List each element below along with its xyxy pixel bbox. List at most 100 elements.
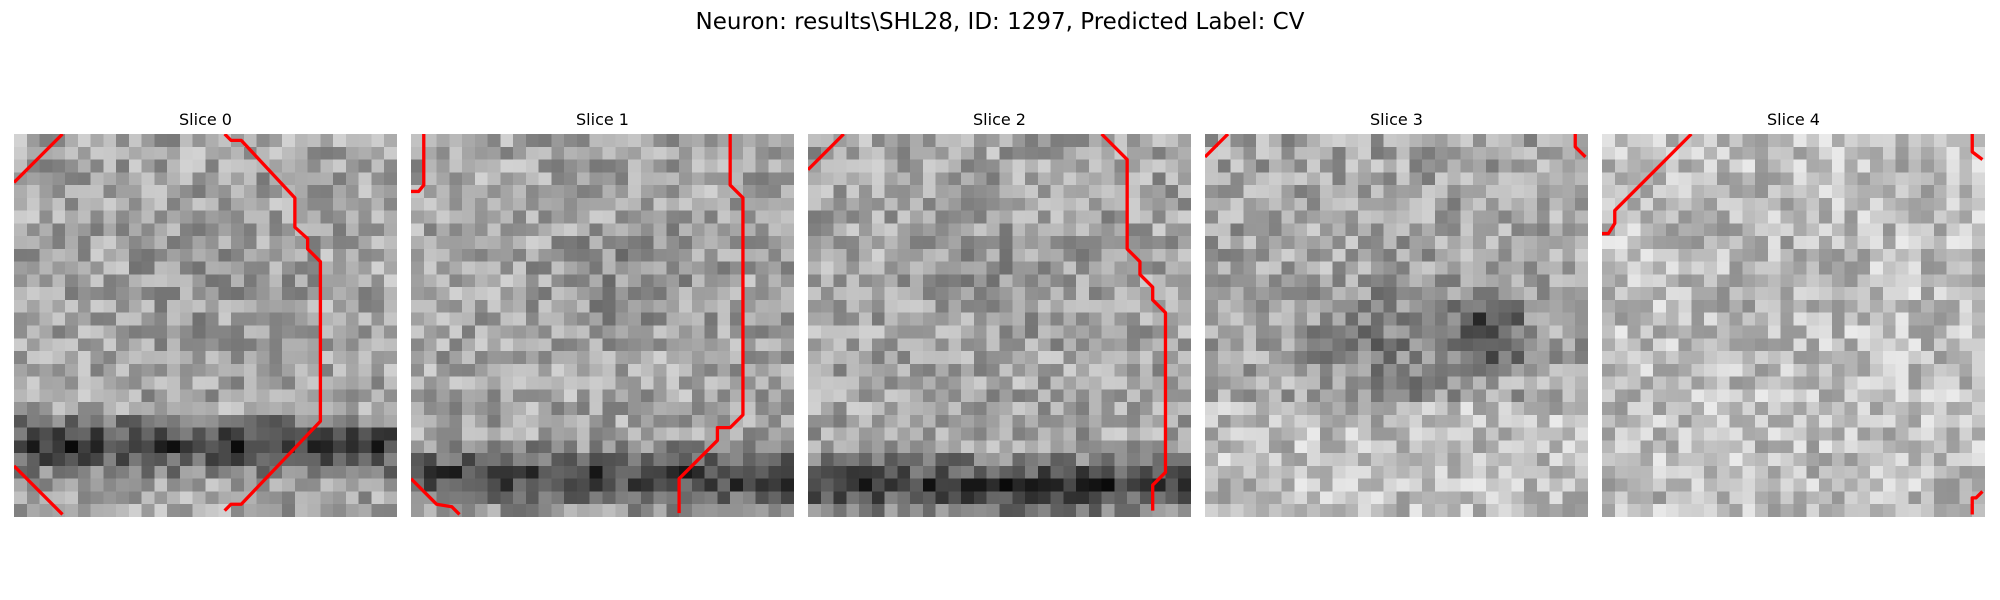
pixel [1933, 172, 1947, 186]
pixel [1294, 363, 1308, 377]
pixel [1230, 223, 1244, 237]
pixel [1281, 210, 1295, 224]
pixel [833, 210, 847, 224]
pixel [1691, 351, 1705, 365]
pixel [820, 299, 834, 313]
pixel [935, 172, 949, 186]
pixel [1819, 172, 1833, 186]
pixel [1882, 389, 1896, 403]
pixel [1640, 491, 1654, 505]
pixel [1319, 185, 1333, 199]
pixel [1819, 134, 1833, 148]
pixel [1114, 491, 1128, 505]
pixel [1294, 312, 1308, 326]
pixel [345, 363, 359, 377]
pixel [1793, 440, 1807, 454]
pixel [1819, 440, 1833, 454]
pixel [1165, 172, 1179, 186]
pixel [243, 453, 257, 467]
pixel [1088, 248, 1102, 262]
pixel [90, 325, 104, 339]
pixel [1704, 197, 1718, 211]
pixel [961, 185, 975, 199]
pixel [1345, 389, 1359, 403]
pixel [1819, 504, 1833, 517]
pixel [1831, 478, 1845, 492]
pixel [820, 465, 834, 479]
pixel [538, 427, 552, 441]
pixel [320, 172, 334, 186]
pixel [525, 197, 539, 211]
pixel [884, 248, 898, 262]
pixel [717, 491, 731, 505]
pixel [1076, 363, 1090, 377]
pixel [602, 274, 616, 288]
pixel [666, 146, 680, 160]
pixel [1959, 325, 1973, 339]
pixel [103, 312, 117, 326]
pixel [628, 210, 642, 224]
pixel [755, 312, 769, 326]
pixel [294, 389, 308, 403]
pixel [474, 465, 488, 479]
pixel [320, 440, 334, 454]
pixel [192, 172, 206, 186]
pixel [436, 185, 450, 199]
pixel [1127, 223, 1141, 237]
pixel [1536, 185, 1550, 199]
pixel [808, 453, 822, 467]
pixel [755, 376, 769, 390]
pixel [154, 274, 168, 288]
pixel [179, 146, 193, 160]
pixel [986, 146, 1000, 160]
pixel [1704, 504, 1718, 517]
pixel [1217, 338, 1231, 352]
pixel [65, 414, 79, 428]
pixel [1716, 440, 1730, 454]
pixel [26, 248, 40, 262]
pixel [282, 159, 296, 173]
pixel [1691, 172, 1705, 186]
pixel [1460, 453, 1474, 467]
pixel [1178, 376, 1191, 390]
pixel [1217, 146, 1231, 160]
pixel [1268, 363, 1282, 377]
pixel [282, 491, 296, 505]
pixel [576, 248, 590, 262]
pixel [922, 440, 936, 454]
pixel [948, 414, 962, 428]
pixel [973, 312, 987, 326]
pixel [1434, 159, 1448, 173]
pixel [1319, 172, 1333, 186]
pixel [1806, 172, 1820, 186]
pixel [90, 159, 104, 173]
pixel [1281, 146, 1295, 160]
pixel [128, 248, 142, 262]
pixel [1345, 185, 1359, 199]
pixel [1114, 197, 1128, 211]
pixel [205, 402, 219, 416]
pixel [1536, 325, 1550, 339]
pixel [1165, 389, 1179, 403]
pixel [1294, 236, 1308, 250]
pixel [1511, 236, 1525, 250]
pixel [538, 478, 552, 492]
pixel [576, 325, 590, 339]
pixel [154, 236, 168, 250]
pixel [1665, 287, 1679, 301]
pixel [423, 299, 437, 313]
pixel [1037, 351, 1051, 365]
pixel [589, 299, 603, 313]
pixel [833, 351, 847, 365]
pixel [90, 478, 104, 492]
pixel [1332, 223, 1346, 237]
pixel [755, 287, 769, 301]
pixel [1165, 287, 1179, 301]
pixel [384, 312, 397, 326]
pixel [345, 376, 359, 390]
pixel [52, 363, 66, 377]
pixel [1383, 465, 1397, 479]
pixel [755, 185, 769, 199]
pixel [26, 351, 40, 365]
pixel [218, 159, 232, 173]
